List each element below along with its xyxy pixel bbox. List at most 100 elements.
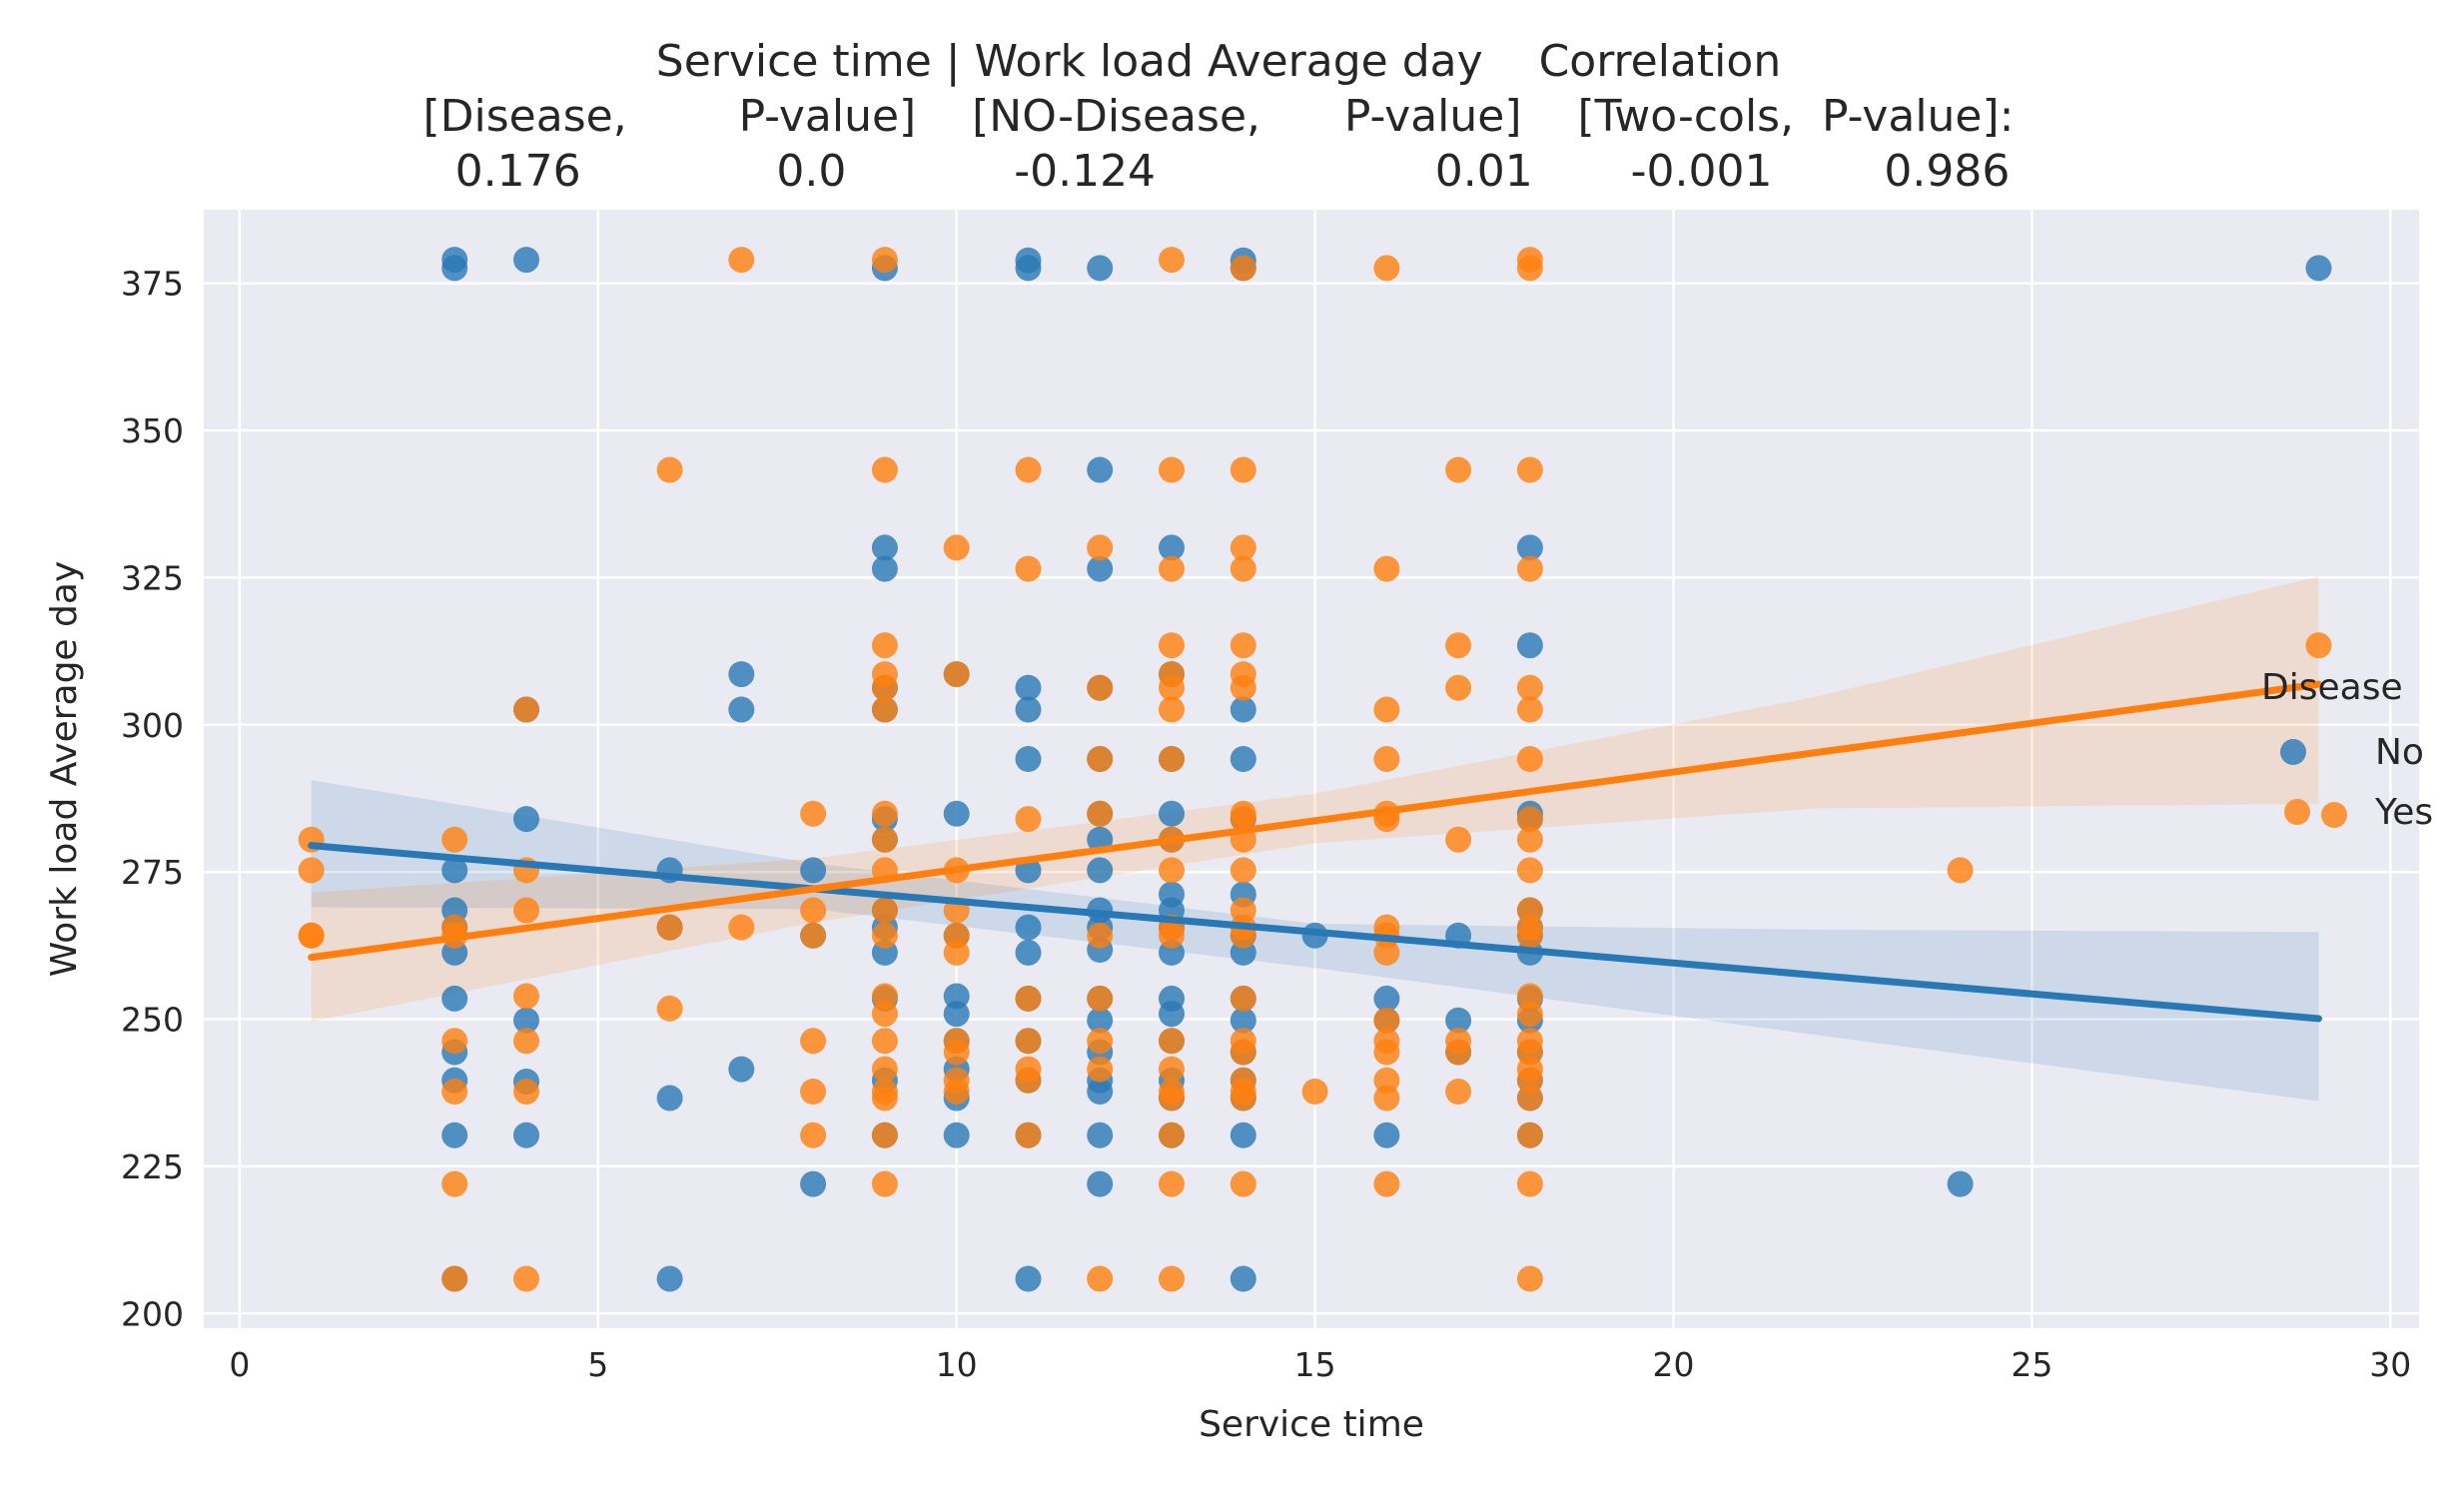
point-yes [1445,632,1472,659]
point-no [656,1265,683,1292]
point-yes [1230,534,1256,561]
point-yes [1159,1056,1185,1083]
point-yes [800,922,827,949]
point-no [1159,1001,1185,1028]
point-yes [1159,857,1185,884]
point-yes [1159,1122,1185,1148]
y-tick-label: 350 [121,411,184,450]
point-no [1516,632,1543,659]
y-tick-label: 250 [121,1001,184,1040]
point-yes [1516,857,1543,884]
point-yes [513,1265,539,1292]
point-yes [1373,1007,1400,1034]
point-yes [1159,1170,1185,1197]
point-yes [1301,1079,1328,1105]
point-no [1373,985,1400,1012]
point-yes [441,1170,468,1197]
point-yes [1230,857,1256,884]
point-yes [1230,985,1256,1012]
grid-lines [204,210,2419,1328]
point-yes [1087,1265,1114,1292]
regression-line-no [308,842,2323,1023]
point-yes [513,1028,539,1055]
point-yes [943,534,970,561]
point-no [1230,696,1256,723]
point-yes [1516,1170,1543,1197]
title-line-1: Service time | Work load Average day Cor… [656,36,1781,87]
point-yes [871,922,898,949]
point-yes [1087,985,1114,1012]
point-yes [1015,456,1042,483]
point-no [2305,255,2332,282]
point-yes [656,456,683,483]
point-yes [1516,1122,1543,1148]
point-yes [1087,674,1114,701]
point-yes [1230,1039,1256,1066]
chart-title: Service time | Work load Average day Cor… [422,36,2014,197]
x-tick-label: 0 [229,1345,250,1384]
point-yes [728,247,755,274]
point-yes [298,857,325,884]
point-yes [1230,632,1256,659]
point-yes [656,914,683,941]
point-yes [1516,1265,1543,1292]
point-yes [1087,800,1114,827]
point-yes [1230,456,1256,483]
point-yes [1445,826,1472,853]
point-yes [1159,632,1185,659]
point-yes [1230,1085,1256,1112]
point-no [1015,1265,1042,1292]
title-line-2: [Disease, P-value] [NO-Disease, P-value]… [422,91,2014,142]
point-yes [1087,746,1114,772]
y-tick-label: 325 [121,558,184,597]
point-no [1230,746,1256,772]
point-yes [1087,534,1114,561]
x-tick-label: 25 [2011,1345,2053,1384]
legend: Disease No Yes [2261,667,2433,833]
point-yes [2305,632,2332,659]
point-yes [1159,247,1185,274]
point-yes [871,674,898,701]
point-yes [871,456,898,483]
point-yes [871,632,898,659]
point-yes [1159,1265,1185,1292]
point-no [513,1122,539,1148]
point-no [871,534,898,561]
point-yes [1015,985,1042,1012]
point-no [1159,534,1185,561]
point-yes [1015,806,1042,833]
y-axis-label: Work load Average day [44,561,85,977]
point-no [1015,746,1042,772]
x-tick-label: 20 [1652,1345,1694,1384]
point-yes [1087,1028,1114,1055]
point-no [1947,1170,1974,1197]
x-tick-label: 15 [1294,1345,1336,1384]
point-yes [1230,1170,1256,1197]
point-yes [871,696,898,723]
point-no [1373,1122,1400,1148]
point-yes [656,995,683,1022]
point-yes [728,914,755,941]
point-no [943,1122,970,1148]
point-yes [1230,555,1256,582]
legend-marker-yes [2284,799,2310,825]
point-yes [1373,746,1400,772]
point-yes [513,696,539,723]
point-yes [298,922,325,949]
point-yes [871,1056,898,1083]
point-yes [1015,1122,1042,1148]
legend-title: Disease [2261,667,2403,708]
point-yes [871,1001,898,1028]
point-yes [1947,857,1974,884]
point-yes [871,826,898,853]
legend-label-yes: Yes [2374,792,2433,833]
x-tick-label: 10 [936,1345,978,1384]
point-yes [441,1079,468,1105]
point-no [513,806,539,833]
point-yes [1445,1079,1472,1105]
point-yes [1373,1039,1400,1066]
regression-line-yes [308,680,2323,962]
point-yes [1159,674,1185,701]
point-yes [1516,806,1543,833]
